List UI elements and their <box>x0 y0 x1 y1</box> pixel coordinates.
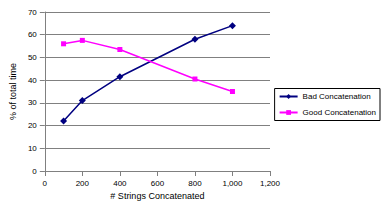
svg-text:0: 0 <box>43 179 48 188</box>
svg-text:60: 60 <box>28 30 37 39</box>
svg-text:1,000: 1,000 <box>222 179 243 188</box>
svg-text:800: 800 <box>188 179 202 188</box>
svg-text:400: 400 <box>113 179 127 188</box>
svg-text:70: 70 <box>28 8 37 17</box>
svg-text:200: 200 <box>76 179 90 188</box>
svg-text:40: 40 <box>28 76 37 85</box>
svg-text:Bad Concatenation: Bad Concatenation <box>303 92 371 101</box>
svg-text:1,200: 1,200 <box>260 179 281 188</box>
svg-text:% of total time: % of total time <box>8 63 18 120</box>
svg-text:600: 600 <box>151 179 165 188</box>
svg-text:0: 0 <box>32 167 37 176</box>
svg-text:50: 50 <box>28 53 37 62</box>
svg-text:Good Concatenation: Good Concatenation <box>303 108 376 117</box>
svg-text:10: 10 <box>28 144 37 153</box>
svg-text:# Strings Concatenated: # Strings Concatenated <box>110 191 204 201</box>
svg-text:30: 30 <box>28 98 37 107</box>
svg-text:20: 20 <box>28 121 37 130</box>
